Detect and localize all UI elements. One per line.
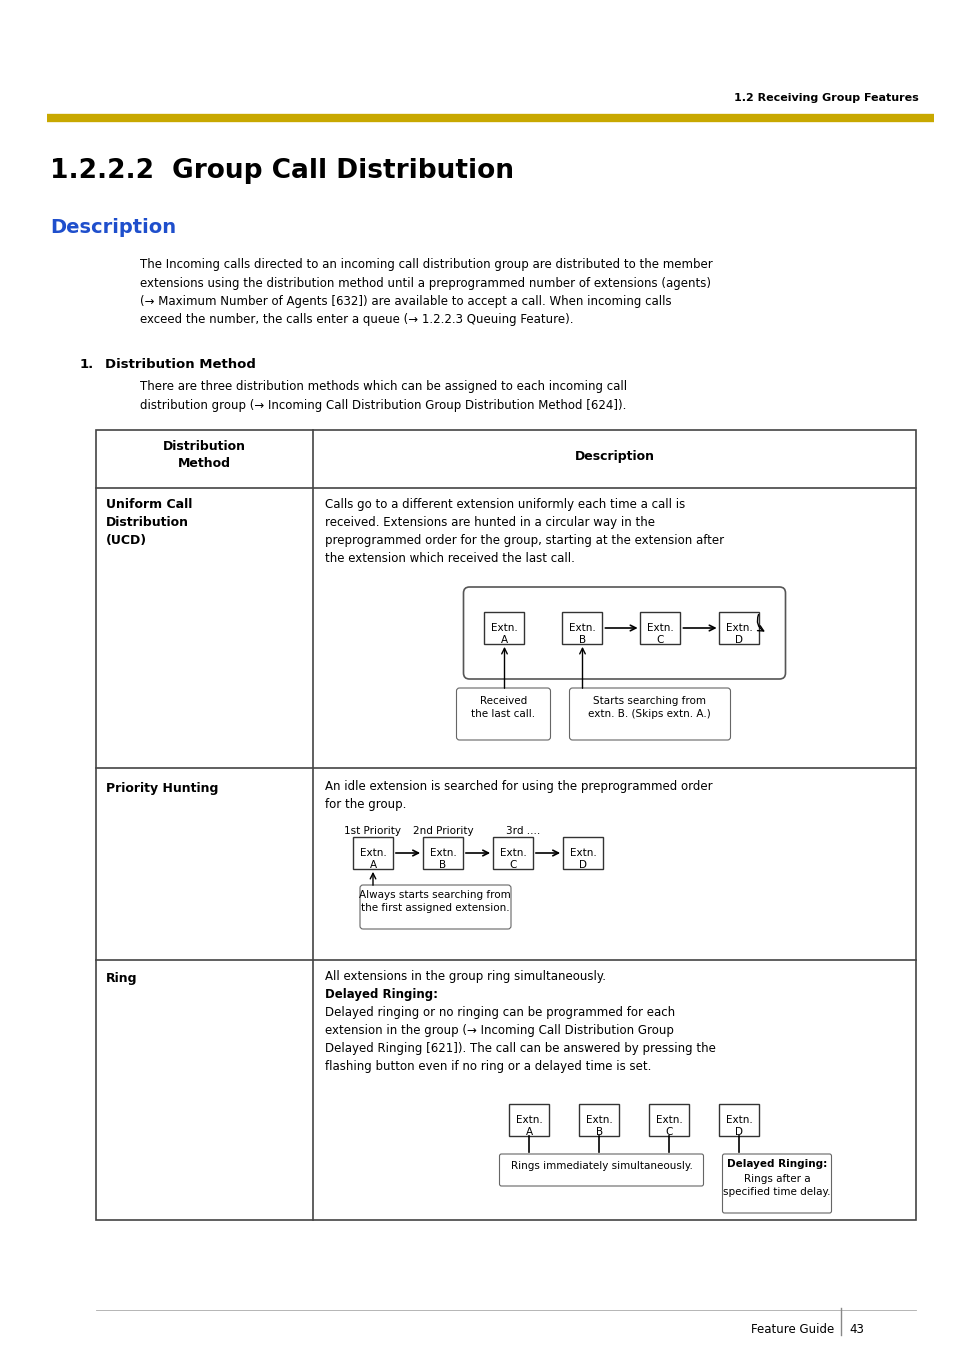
Text: Description: Description — [50, 218, 176, 236]
Text: C: C — [665, 1127, 673, 1138]
Text: 1.2.2.2: 1.2.2.2 — [50, 158, 153, 184]
Text: B: B — [596, 1127, 602, 1138]
Text: A: A — [500, 635, 508, 644]
Text: Extn.: Extn. — [491, 623, 517, 634]
Bar — [562, 838, 602, 869]
Text: Extn.: Extn. — [725, 1115, 752, 1125]
Text: D: D — [578, 861, 586, 870]
Bar — [493, 838, 533, 869]
Bar — [353, 838, 393, 869]
Text: Extn.: Extn. — [585, 1115, 612, 1125]
FancyBboxPatch shape — [456, 688, 550, 740]
Text: Delayed ringing or no ringing can be programmed for each
extension in the group : Delayed ringing or no ringing can be pro… — [325, 1006, 715, 1073]
Bar — [562, 612, 602, 644]
Text: Delayed Ringing:: Delayed Ringing: — [726, 1159, 826, 1169]
Text: An idle extension is searched for using the preprogrammed order
for the group.: An idle extension is searched for using … — [325, 780, 712, 811]
Text: A: A — [525, 1127, 533, 1138]
Bar — [96, 430, 915, 1220]
Text: B: B — [439, 861, 446, 870]
Text: Priority Hunting: Priority Hunting — [106, 782, 218, 794]
Bar — [719, 612, 759, 644]
Bar — [639, 612, 679, 644]
Bar — [484, 612, 524, 644]
Text: Received
the last call.: Received the last call. — [471, 696, 535, 719]
Text: D: D — [735, 635, 742, 644]
Text: Extn.: Extn. — [499, 848, 526, 858]
FancyBboxPatch shape — [463, 586, 784, 680]
Text: 3rd ....: 3rd .... — [505, 825, 539, 836]
FancyBboxPatch shape — [721, 1154, 831, 1213]
Text: Rings after a
specified time delay.: Rings after a specified time delay. — [722, 1174, 830, 1197]
Text: Extn.: Extn. — [429, 848, 456, 858]
Text: Ring: Ring — [106, 971, 137, 985]
Text: Extn.: Extn. — [656, 1115, 682, 1125]
Text: 2nd Priority: 2nd Priority — [413, 825, 473, 836]
Bar — [509, 1104, 549, 1136]
Text: Distribution Method: Distribution Method — [105, 358, 255, 372]
Text: C: C — [656, 635, 663, 644]
Text: Always starts searching from
the first assigned extension.: Always starts searching from the first a… — [358, 890, 511, 913]
Text: Extn.: Extn. — [359, 848, 386, 858]
Bar — [649, 1104, 689, 1136]
Text: Description: Description — [574, 450, 654, 463]
FancyBboxPatch shape — [359, 885, 511, 929]
Text: Rings immediately simultaneously.: Rings immediately simultaneously. — [510, 1161, 692, 1171]
Text: 1.2 Receiving Group Features: 1.2 Receiving Group Features — [734, 93, 918, 103]
Text: Delayed Ringing:: Delayed Ringing: — [325, 988, 437, 1001]
Bar — [578, 1104, 618, 1136]
Text: Extn.: Extn. — [569, 848, 596, 858]
Text: A: A — [369, 861, 376, 870]
Text: The Incoming calls directed to an incoming call distribution group are distribut: The Incoming calls directed to an incomi… — [140, 258, 712, 327]
Text: Extn.: Extn. — [646, 623, 673, 634]
Text: Extn.: Extn. — [569, 623, 596, 634]
Text: Uniform Call
Distribution
(UCD): Uniform Call Distribution (UCD) — [106, 499, 193, 547]
Bar — [719, 1104, 759, 1136]
Text: C: C — [509, 861, 517, 870]
Text: Distribution
Method: Distribution Method — [163, 440, 246, 470]
Text: 43: 43 — [848, 1323, 863, 1336]
Text: Extn.: Extn. — [516, 1115, 542, 1125]
FancyBboxPatch shape — [569, 688, 730, 740]
Text: Group Call Distribution: Group Call Distribution — [172, 158, 514, 184]
Text: Calls go to a different extension uniformly each time a call is
received. Extens: Calls go to a different extension unifor… — [325, 499, 723, 565]
Text: D: D — [735, 1127, 742, 1138]
FancyBboxPatch shape — [499, 1154, 702, 1186]
Text: There are three distribution methods which can be assigned to each incoming call: There are three distribution methods whi… — [140, 380, 626, 412]
Text: Feature Guide: Feature Guide — [750, 1323, 833, 1336]
Text: 1st Priority: 1st Priority — [344, 825, 401, 836]
Text: Starts searching from
extn. B. (Skips extn. A.): Starts searching from extn. B. (Skips ex… — [587, 696, 710, 719]
Text: All extensions in the group ring simultaneously.: All extensions in the group ring simulta… — [325, 970, 605, 984]
Text: 1.: 1. — [80, 358, 94, 372]
Text: Extn.: Extn. — [725, 623, 752, 634]
Text: B: B — [578, 635, 585, 644]
Bar — [422, 838, 462, 869]
